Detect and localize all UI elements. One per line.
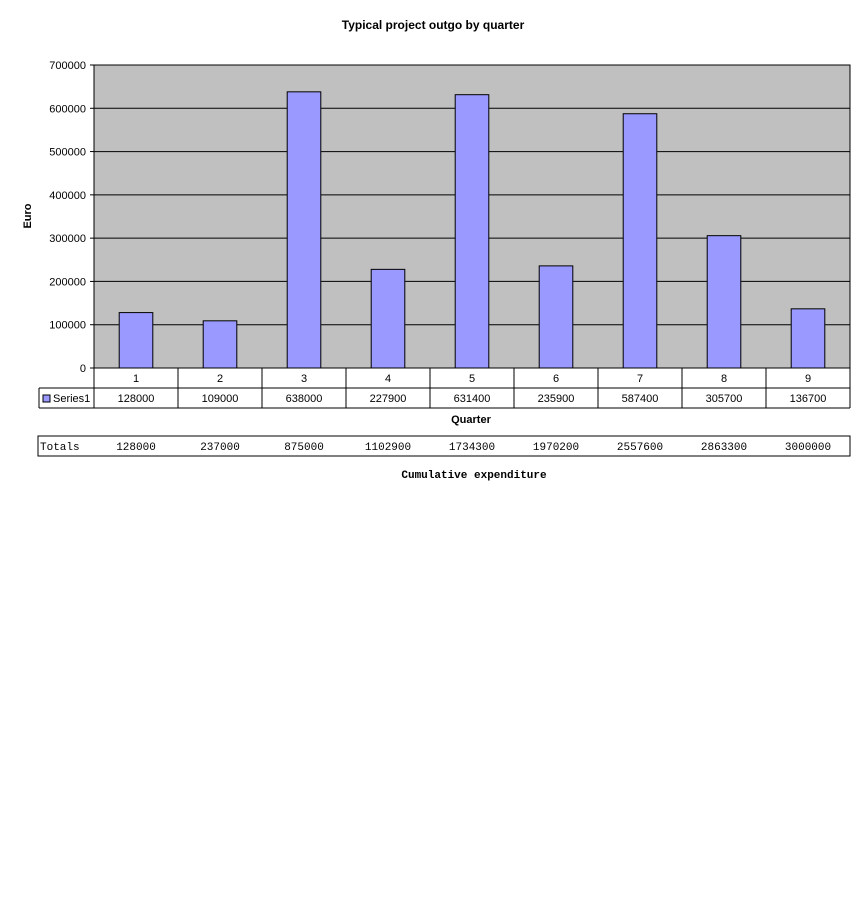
x-tick-label: 5 bbox=[469, 373, 475, 385]
x-tick-label: 6 bbox=[553, 373, 559, 385]
chart-title: Typical project outgo by quarter bbox=[342, 18, 525, 32]
data-label: 631400 bbox=[454, 393, 491, 405]
x-axis-label: Quarter bbox=[451, 414, 491, 426]
x-tick-label: 1 bbox=[133, 373, 139, 385]
bar bbox=[622, 113, 658, 369]
bar-series bbox=[118, 91, 826, 369]
data-label: 235900 bbox=[538, 393, 575, 405]
x-tick-label: 8 bbox=[721, 373, 727, 385]
bar bbox=[538, 265, 574, 369]
data-label: 136700 bbox=[790, 393, 827, 405]
y-tick-label: 200000 bbox=[49, 276, 86, 288]
totals-value: 2863300 bbox=[701, 442, 747, 454]
totals-value: 3000000 bbox=[785, 442, 831, 454]
y-tick-label: 0 bbox=[80, 363, 86, 375]
totals-value: 128000 bbox=[116, 442, 156, 454]
totals-label: Totals bbox=[40, 442, 80, 454]
x-tick-label: 3 bbox=[301, 373, 307, 385]
totals-value: 875000 bbox=[284, 442, 324, 454]
y-tick-label: 700000 bbox=[49, 60, 86, 72]
totals-border bbox=[37, 435, 851, 457]
bar bbox=[370, 268, 406, 369]
legend-label: Series1 bbox=[53, 393, 90, 405]
x-tick-label: 7 bbox=[637, 373, 643, 385]
x-tick-label: 2 bbox=[217, 373, 223, 385]
data-label: 128000 bbox=[118, 393, 155, 405]
data-label: 638000 bbox=[286, 393, 323, 405]
totals-table: Totals 128000 237000 875000 1102900 1734300 19… bbox=[37, 435, 851, 457]
totals-value: 1734300 bbox=[449, 442, 495, 454]
totals-value: 1970200 bbox=[533, 442, 579, 454]
legend-swatch bbox=[42, 394, 51, 403]
bar bbox=[118, 312, 154, 369]
bar bbox=[790, 308, 826, 369]
data-label: 109000 bbox=[202, 393, 239, 405]
y-tick-label: 400000 bbox=[49, 190, 86, 202]
y-tick-label: 600000 bbox=[49, 103, 86, 115]
y-tick-label: 300000 bbox=[49, 233, 86, 245]
data-label: 587400 bbox=[622, 393, 659, 405]
y-tick-label: 100000 bbox=[49, 320, 86, 332]
x-tick-label: 4 bbox=[385, 373, 391, 385]
totals-value: 237000 bbox=[200, 442, 240, 454]
data-table: 1 128000 2 109000 3 638000 4 227900 5 631400 6 2359… bbox=[38, 368, 851, 409]
totals-value: 2557600 bbox=[617, 442, 663, 454]
y-axis-label: Euro bbox=[22, 203, 34, 228]
y-axis-ticks: 0 100000 200000 300000 400000 500000 600000 700… bbox=[49, 60, 94, 375]
y-tick-label: 500000 bbox=[49, 147, 86, 159]
data-label: 305700 bbox=[706, 393, 743, 405]
bar bbox=[202, 320, 238, 369]
totals-caption: Cumulative expenditure bbox=[401, 470, 547, 482]
data-label: 227900 bbox=[370, 393, 407, 405]
bar bbox=[286, 91, 322, 369]
bar bbox=[454, 94, 490, 369]
bar bbox=[706, 235, 742, 369]
totals-value: 1102900 bbox=[365, 442, 411, 454]
x-tick-label: 9 bbox=[805, 373, 811, 385]
